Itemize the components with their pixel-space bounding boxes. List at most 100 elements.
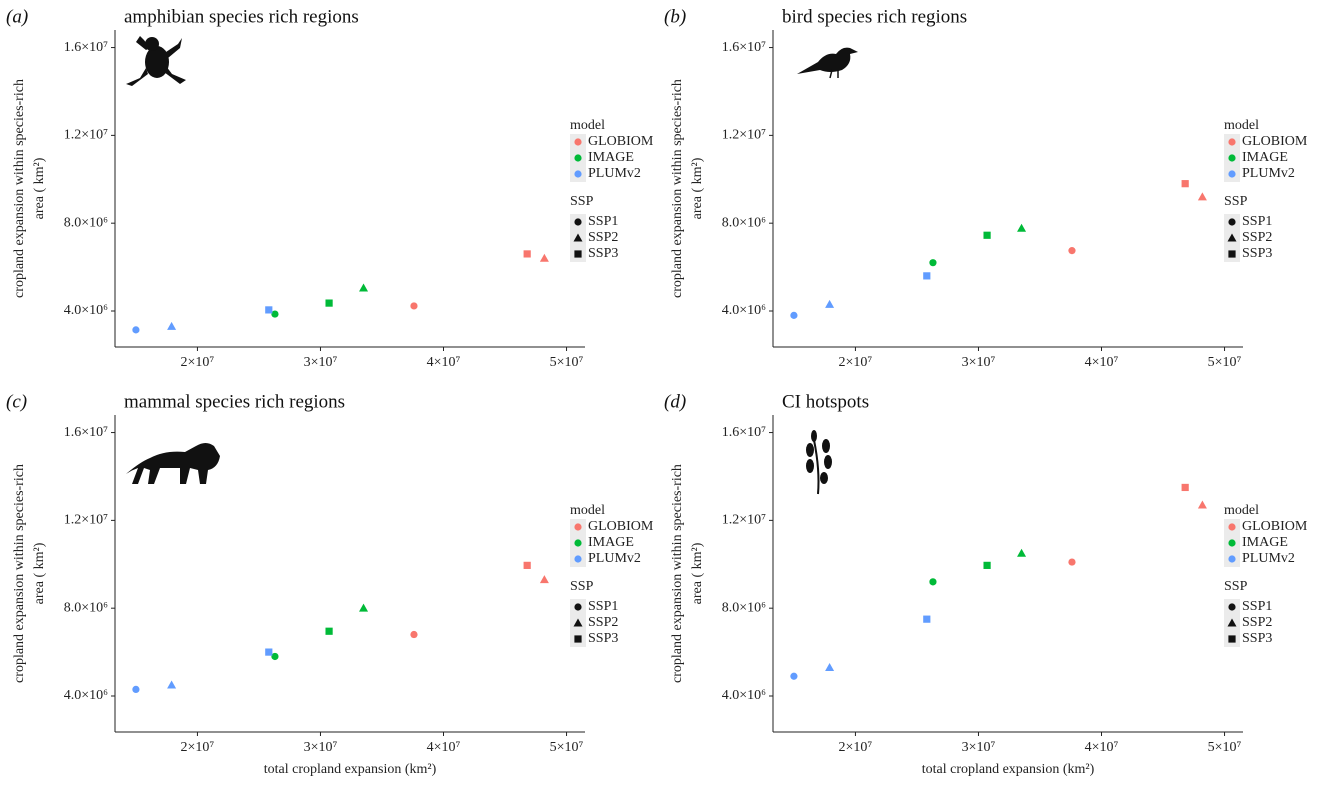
point bbox=[325, 627, 333, 635]
legend-label: IMAGE bbox=[588, 535, 634, 550]
bird-icon bbox=[797, 47, 858, 79]
legend-marker bbox=[574, 218, 582, 226]
panel-label: (b) bbox=[664, 6, 686, 27]
legend-label: PLUMv2 bbox=[1242, 166, 1295, 181]
y-tick-label: 4.0×10⁶ bbox=[722, 303, 766, 318]
legend-marker bbox=[574, 154, 582, 162]
plant-icon bbox=[806, 430, 832, 495]
point bbox=[1197, 192, 1207, 201]
point bbox=[825, 662, 835, 671]
y-tick-label: 4.0×10⁶ bbox=[722, 688, 766, 703]
legend-label: PLUMv2 bbox=[588, 551, 641, 566]
legend-label: PLUMv2 bbox=[1242, 551, 1295, 566]
legend-marker bbox=[1228, 635, 1236, 643]
legend-marker bbox=[1228, 555, 1236, 563]
x-tick-label: 5×10⁷ bbox=[550, 740, 584, 755]
legend-title: model bbox=[1224, 503, 1259, 518]
legend-marker bbox=[1228, 138, 1236, 146]
x-tick-label: 2×10⁷ bbox=[181, 355, 215, 370]
x-tick-label: 4×10⁷ bbox=[427, 355, 461, 370]
legend-title: model bbox=[570, 118, 605, 133]
legend-label: GLOBIOM bbox=[588, 519, 654, 534]
point bbox=[359, 283, 369, 292]
y-axis-label: area ( km²) bbox=[690, 157, 705, 219]
point bbox=[929, 578, 937, 586]
legend-label: SSP2 bbox=[1242, 230, 1272, 245]
legend-label: SSP3 bbox=[588, 631, 618, 646]
legend-label: GLOBIOM bbox=[1242, 134, 1308, 149]
legend-marker bbox=[1227, 618, 1237, 627]
y-tick-label: 8.0×10⁶ bbox=[722, 215, 766, 230]
legend-marker bbox=[1228, 170, 1236, 178]
legend-label: IMAGE bbox=[1242, 150, 1288, 165]
chart-title: mammal species rich regions bbox=[124, 391, 345, 412]
panel-label: (a) bbox=[6, 6, 28, 27]
legend-label: SSP3 bbox=[588, 246, 618, 261]
legend-marker bbox=[574, 539, 582, 547]
legend-marker bbox=[573, 618, 583, 627]
point bbox=[929, 259, 937, 267]
point bbox=[1068, 558, 1076, 566]
legend-marker bbox=[574, 635, 582, 643]
legend-label: IMAGE bbox=[1242, 535, 1288, 550]
legend-label: SSP2 bbox=[1242, 615, 1272, 630]
y-tick-label: 1.6×10⁷ bbox=[722, 40, 766, 55]
legend-label: SSP3 bbox=[1242, 631, 1272, 646]
legend-label: SSP1 bbox=[588, 214, 618, 229]
legend-marker bbox=[574, 603, 582, 611]
shape-legend-title: SSP bbox=[570, 579, 594, 594]
point bbox=[983, 231, 991, 239]
legend-marker bbox=[1228, 154, 1236, 162]
legend-marker bbox=[574, 170, 582, 178]
point bbox=[271, 652, 279, 661]
legend-label: SSP3 bbox=[1242, 246, 1272, 261]
legend-marker bbox=[1228, 523, 1236, 531]
legend-marker bbox=[1228, 218, 1236, 226]
point bbox=[410, 302, 418, 310]
chart-title: amphibian species rich regions bbox=[124, 6, 359, 27]
x-tick-label: 3×10⁷ bbox=[304, 740, 338, 755]
legend-marker bbox=[573, 233, 583, 242]
point bbox=[265, 306, 273, 314]
y-tick-label: 1.6×10⁷ bbox=[64, 425, 108, 440]
point bbox=[1068, 247, 1076, 255]
x-tick-label: 4×10⁷ bbox=[1085, 355, 1119, 370]
x-tick-label: 3×10⁷ bbox=[962, 740, 996, 755]
chart-title: bird species rich regions bbox=[782, 6, 967, 27]
point bbox=[523, 250, 531, 258]
legend-label: IMAGE bbox=[588, 150, 634, 165]
x-tick-label: 5×10⁷ bbox=[1208, 740, 1242, 755]
point bbox=[1181, 180, 1189, 188]
y-tick-label: 4.0×10⁶ bbox=[64, 303, 108, 318]
point bbox=[825, 299, 835, 308]
legend-marker bbox=[1228, 539, 1236, 547]
legend-title: model bbox=[570, 503, 605, 518]
legend-label: SSP1 bbox=[588, 599, 618, 614]
point bbox=[539, 253, 549, 262]
legend-marker bbox=[1227, 233, 1237, 242]
y-tick-label: 1.6×10⁷ bbox=[64, 40, 108, 55]
frog-icon bbox=[126, 36, 186, 86]
y-axis-label: area ( km²) bbox=[690, 542, 705, 604]
y-axis-label: area ( km²) bbox=[32, 542, 47, 604]
y-axis-label: area ( km²) bbox=[32, 157, 47, 219]
y-tick-label: 1.2×10⁷ bbox=[722, 128, 766, 143]
chart-title: CI hotspots bbox=[782, 391, 869, 412]
y-tick-label: 8.0×10⁶ bbox=[64, 215, 108, 230]
legend-label: SSP2 bbox=[588, 230, 618, 245]
legend-marker bbox=[574, 555, 582, 563]
point bbox=[1181, 483, 1189, 492]
legend-marker bbox=[574, 523, 582, 531]
legend-label: PLUMv2 bbox=[588, 166, 641, 181]
point bbox=[265, 648, 273, 656]
legend-marker bbox=[1228, 250, 1236, 258]
point bbox=[790, 672, 798, 680]
legend-label: SSP1 bbox=[1242, 599, 1272, 614]
x-axis-label: total cropland expansion (km²) bbox=[922, 762, 1095, 777]
point bbox=[1197, 500, 1207, 509]
shape-legend-title: SSP bbox=[1224, 579, 1248, 594]
y-tick-label: 8.0×10⁶ bbox=[64, 600, 108, 615]
x-axis-label: total cropland expansion (km²) bbox=[264, 762, 437, 777]
legend-marker bbox=[574, 250, 582, 258]
